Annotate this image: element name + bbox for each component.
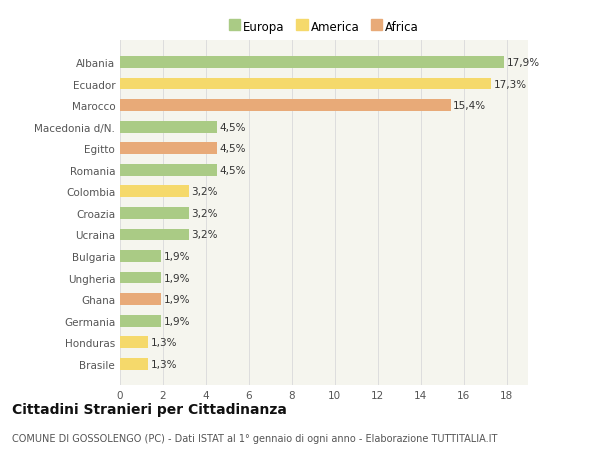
Text: 1,3%: 1,3%	[151, 359, 177, 369]
Text: 3,2%: 3,2%	[191, 230, 218, 240]
Bar	[120, 336, 148, 348]
Text: 1,9%: 1,9%	[163, 273, 190, 283]
Bar	[120, 294, 161, 305]
Text: 1,9%: 1,9%	[163, 295, 190, 304]
Text: Cittadini Stranieri per Cittadinanza: Cittadini Stranieri per Cittadinanza	[12, 402, 287, 416]
Bar	[120, 100, 451, 112]
Text: 1,9%: 1,9%	[163, 252, 190, 262]
Bar	[120, 315, 161, 327]
Text: 4,5%: 4,5%	[219, 123, 246, 132]
Text: 1,9%: 1,9%	[163, 316, 190, 326]
Text: COMUNE DI GOSSOLENGO (PC) - Dati ISTAT al 1° gennaio di ogni anno - Elaborazione: COMUNE DI GOSSOLENGO (PC) - Dati ISTAT a…	[12, 433, 497, 442]
Bar	[120, 164, 217, 176]
Text: 17,9%: 17,9%	[507, 58, 540, 68]
Bar	[120, 207, 189, 219]
Bar	[120, 122, 217, 133]
Bar	[120, 229, 189, 241]
Bar	[120, 143, 217, 155]
Text: 3,2%: 3,2%	[191, 187, 218, 197]
Bar	[120, 78, 491, 90]
Text: 4,5%: 4,5%	[219, 165, 246, 175]
Text: 3,2%: 3,2%	[191, 208, 218, 218]
Bar	[120, 272, 161, 284]
Bar	[120, 57, 505, 69]
Text: 4,5%: 4,5%	[219, 144, 246, 154]
Legend: Europa, America, Africa: Europa, America, Africa	[224, 16, 424, 39]
Bar	[120, 358, 148, 370]
Text: 17,3%: 17,3%	[494, 79, 527, 90]
Bar	[120, 251, 161, 263]
Text: 15,4%: 15,4%	[453, 101, 487, 111]
Text: 1,3%: 1,3%	[151, 337, 177, 347]
Bar	[120, 186, 189, 198]
